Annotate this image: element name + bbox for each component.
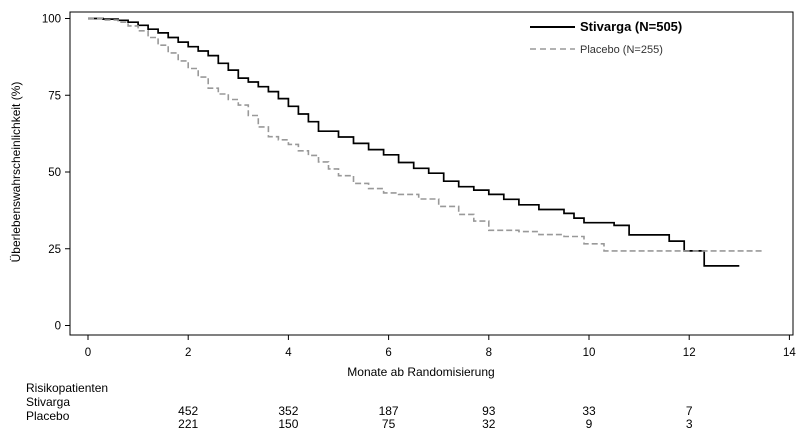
x-tick-label: 2 — [185, 347, 191, 359]
series-layer — [88, 17, 765, 267]
risk-value-placebo: 32 — [482, 417, 496, 431]
y-tick-label: 0 — [55, 321, 61, 333]
y-axis-title: Überlebenswahrscheinlichkeit (%) — [9, 82, 23, 263]
x-tick-label: 10 — [583, 347, 596, 359]
y-tick-label: 50 — [48, 167, 61, 179]
x-tick-label: 0 — [85, 347, 91, 359]
x-tick-label: 8 — [486, 347, 492, 359]
risk-value-placebo: 9 — [585, 417, 593, 431]
y-tick-label: 75 — [48, 90, 61, 102]
legend-label-stivarga: Stivarga (N=505) — [580, 19, 682, 34]
series-line-stivarga — [88, 17, 740, 267]
risk-value-stivarga: 352 — [278, 404, 299, 418]
x-tick-label: 12 — [683, 347, 696, 359]
risk-table-title: Risikopatienten — [26, 381, 109, 395]
x-tick-label: 14 — [783, 347, 796, 359]
x-axis: 0 2 4 6 8 10 12 14 — [85, 335, 796, 359]
risk-value-stivarga: 452 — [178, 404, 199, 418]
risk-row-label-placebo: Placebo — [26, 409, 70, 423]
risk-value-stivarga: 93 — [482, 404, 496, 418]
risk-value-placebo: 3 — [685, 417, 693, 431]
risk-value-placebo: 75 — [381, 417, 396, 431]
risk-value-stivarga: 7 — [685, 404, 693, 418]
x-axis-title: Monate ab Randomisierung — [347, 365, 494, 379]
risk-value-placebo: 221 — [178, 417, 199, 431]
legend: Stivarga (N=505) Placebo (N=255) — [530, 19, 682, 56]
y-axis: 0 25 50 75 100 — [42, 14, 70, 333]
risk-value-stivarga: 187 — [378, 404, 399, 418]
legend-label-placebo: Placebo (N=255) — [580, 44, 663, 56]
x-tick-label: 6 — [385, 347, 391, 359]
risk-value-placebo: 150 — [278, 417, 299, 431]
y-tick-label: 25 — [48, 244, 61, 256]
x-tick-label: 4 — [285, 347, 292, 359]
risk-value-stivarga: 33 — [582, 404, 596, 418]
risk-row-label-stivarga: Stivarga — [26, 395, 71, 409]
y-tick-label: 100 — [42, 14, 61, 26]
series-line-placebo — [88, 17, 765, 252]
